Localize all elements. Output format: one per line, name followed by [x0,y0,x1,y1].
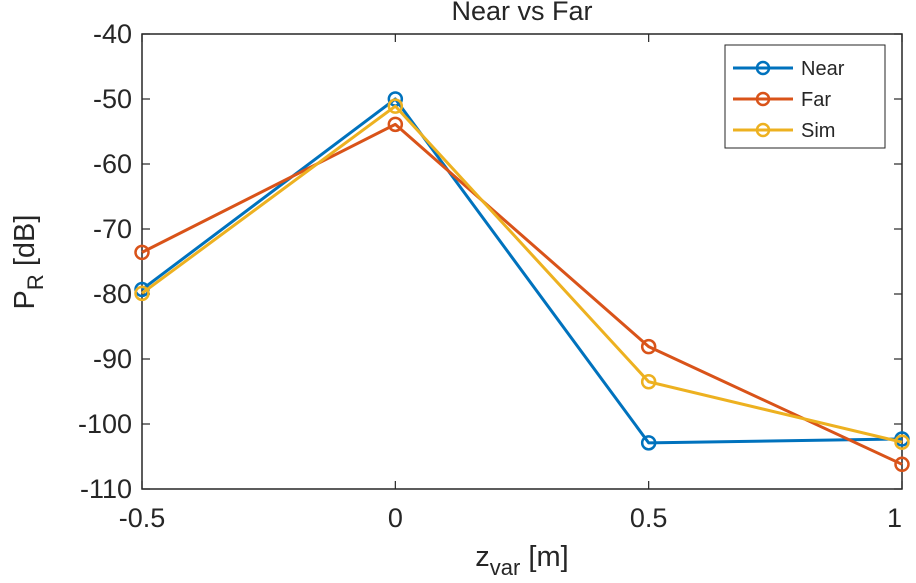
x-tick-label: 0 [388,503,403,533]
legend-marker-sim [755,122,771,138]
chart-title: Near vs Far [451,0,592,26]
data-point-sim [894,434,910,450]
y-axis-label: PR [dB] [9,215,48,310]
x-tick-label: 1 [887,503,902,533]
x-tick-label: 0.5 [630,503,668,533]
data-point-far [387,116,404,133]
data-point-sim [134,285,150,302]
legend-marker-far [755,91,771,107]
data-point-far [894,456,910,473]
y-axis-label-unit: [dB] [9,215,41,275]
y-tick-label: -40 [93,19,132,49]
y-axis-label-main: P [9,290,41,309]
x-axis-label-main: z [475,541,490,573]
y-tick-label: -60 [93,149,132,179]
series-line-far [141,122,903,466]
y-tick-label: -90 [93,344,132,374]
data-point-far [640,338,657,355]
legend-label-far: Far [801,89,831,111]
x-axis-label: zvar [m] [475,541,568,580]
y-axis-label-subscript: R [23,274,48,290]
legend-label-sim: Sim [801,120,835,142]
x-axis-label-unit: [m] [520,541,568,573]
y-tick-label: -50 [93,84,132,114]
legend-label-near: Near [801,58,845,80]
x-axis: -0.5 0 0.5 1 [119,34,903,533]
y-tick-label: -80 [93,279,132,309]
data-point-sim [640,374,657,390]
y-tick-label: -110 [80,474,132,504]
x-axis-label-subscript: var [490,555,521,580]
series-line-sim [141,104,903,444]
data-point-sim [387,98,404,114]
legend-marker-near [755,60,771,76]
data-point-near [640,435,657,451]
y-tick-label: -100 [78,409,132,439]
y-axis: -40 -50 -60 -70 -80 -90 -100 -110 [78,19,902,504]
series-layer [134,91,910,473]
y-tick-label: -70 [93,214,132,244]
legend: Near Far Sim [724,44,886,149]
x-tick-label: -0.5 [119,503,166,533]
series-line-near [141,97,903,445]
data-point-far [134,244,150,261]
